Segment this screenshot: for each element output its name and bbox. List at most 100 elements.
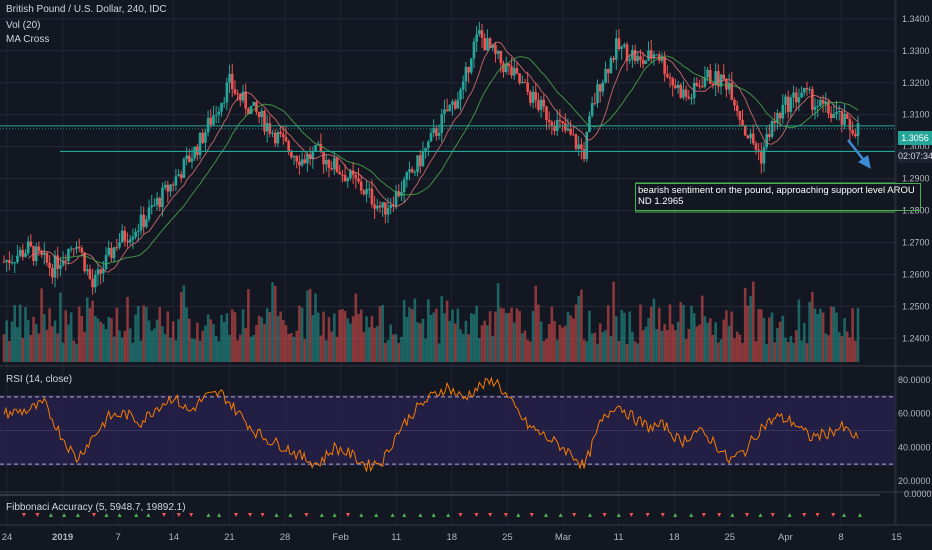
fib-signal	[374, 513, 379, 517]
volume-bar	[649, 306, 653, 362]
candle-body	[652, 54, 656, 59]
candle-body	[319, 143, 323, 153]
candle-body	[695, 82, 699, 86]
volume-bar	[214, 335, 218, 362]
candle-body	[306, 154, 309, 164]
candle-body	[534, 91, 538, 101]
candle-body	[682, 89, 685, 98]
volume-bar	[247, 289, 250, 362]
candle-body	[206, 117, 210, 133]
candle-body	[486, 38, 489, 51]
volume-bar	[298, 305, 301, 362]
candle-body	[384, 202, 387, 215]
time-axis[interactable]: 24 2019 7 14 21 28 Feb 11 18 25 Mar 11 18 25 Apr 8 15	[2, 532, 902, 543]
candle-body	[424, 147, 427, 152]
candle-body	[531, 91, 535, 103]
volume-bar	[120, 337, 124, 362]
candle-body	[214, 114, 218, 116]
candle-body	[671, 78, 674, 86]
candle-body	[389, 204, 393, 209]
volume-bar	[751, 281, 755, 362]
volume-bar	[123, 330, 127, 362]
volume-bar	[486, 325, 489, 362]
candle-body	[128, 239, 132, 243]
volume-bar	[161, 326, 164, 362]
fib-signal	[189, 513, 194, 517]
fib-signal	[529, 513, 534, 517]
candle-body	[625, 44, 629, 61]
candle-body	[617, 38, 621, 50]
candle-body	[639, 56, 642, 60]
candle-body	[451, 101, 454, 105]
fib-signal	[117, 513, 122, 517]
volume-bar	[837, 332, 841, 362]
time-tick-label: 25	[502, 532, 513, 543]
candle-body	[279, 132, 282, 135]
volume-bar	[271, 282, 274, 362]
candle-body	[518, 73, 521, 84]
candle-body	[42, 252, 46, 255]
candle-body	[598, 84, 602, 92]
candle-body	[655, 54, 658, 56]
rsi-tick-label: 80.0000	[898, 375, 931, 385]
volume-bar	[346, 318, 350, 362]
candle-body	[300, 159, 304, 166]
candle-body	[48, 262, 51, 268]
volume-bar	[64, 310, 68, 362]
candle-body	[523, 81, 527, 83]
candlesticks[interactable]	[2, 21, 860, 295]
candle-body	[781, 104, 785, 119]
fib-signal	[516, 513, 521, 517]
volume-bar	[475, 305, 478, 362]
candle-body	[700, 86, 704, 88]
candle-body	[483, 37, 487, 51]
candle-body	[413, 171, 417, 173]
volume-bar	[711, 334, 715, 362]
candle-body	[303, 159, 307, 164]
volume-bar	[209, 319, 213, 362]
candle-body	[341, 174, 344, 176]
volume-bar	[652, 298, 656, 362]
candle-body	[432, 128, 435, 134]
volume-bar	[531, 310, 535, 362]
volume-bar	[67, 324, 70, 362]
volume-bar	[735, 331, 739, 362]
volume-bar	[690, 305, 693, 362]
candle-body	[805, 87, 809, 90]
candle-body	[580, 144, 583, 150]
volume-bar	[333, 313, 336, 362]
candle-body	[760, 150, 763, 164]
candle-body	[445, 109, 449, 112]
forecast-arrow[interactable]	[847, 139, 871, 169]
volume-bar	[145, 307, 148, 362]
fib-signal	[857, 513, 862, 517]
volume-bar	[504, 313, 508, 362]
candle-body	[706, 69, 709, 78]
candle-body	[96, 269, 100, 275]
price-tick-label: 1.2900	[902, 174, 930, 184]
time-tick-label: 15	[891, 532, 902, 543]
volume-bar	[491, 335, 495, 362]
volume-bar	[233, 312, 237, 362]
volume-bar	[427, 299, 430, 362]
fib-signal	[474, 513, 479, 517]
time-tick-label: Apr	[778, 532, 793, 543]
volume-bar	[762, 317, 766, 362]
candle-body	[521, 81, 524, 84]
volume-bar	[104, 329, 108, 362]
fib-signal	[744, 513, 749, 517]
annotation-box[interactable]: bearish sentiment on the pound, approach…	[635, 183, 921, 211]
volume-bar	[623, 312, 626, 362]
candle-body	[209, 117, 213, 125]
candle-body	[392, 204, 395, 207]
candle-body	[491, 45, 495, 48]
candle-body	[668, 77, 672, 79]
candle-body	[145, 219, 148, 227]
candle-body	[64, 260, 68, 262]
candle-body	[676, 84, 680, 89]
volume-bar	[37, 333, 41, 362]
candle-body	[290, 151, 293, 158]
time-tick-label: 18	[669, 532, 680, 543]
candle-body	[349, 170, 352, 179]
